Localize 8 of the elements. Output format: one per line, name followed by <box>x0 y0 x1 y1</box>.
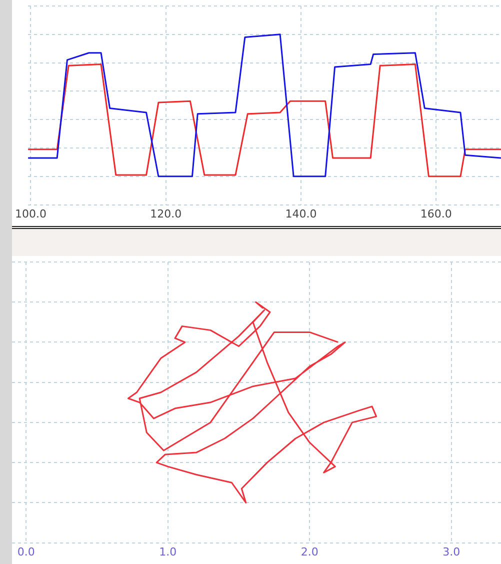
x-tick-label: 140.0 <box>285 207 317 220</box>
x-tick-label: 100.0 <box>14 207 46 220</box>
x-tick-label: 1.0 <box>159 545 177 558</box>
x-tick-label: 160.0 <box>420 207 452 220</box>
x-tick-label: 120.0 <box>150 207 182 220</box>
x-tick-label: 3.0 <box>442 545 460 558</box>
x-tick-label: 2.0 <box>300 545 318 558</box>
x-tick-label: 0.0 <box>17 545 35 558</box>
